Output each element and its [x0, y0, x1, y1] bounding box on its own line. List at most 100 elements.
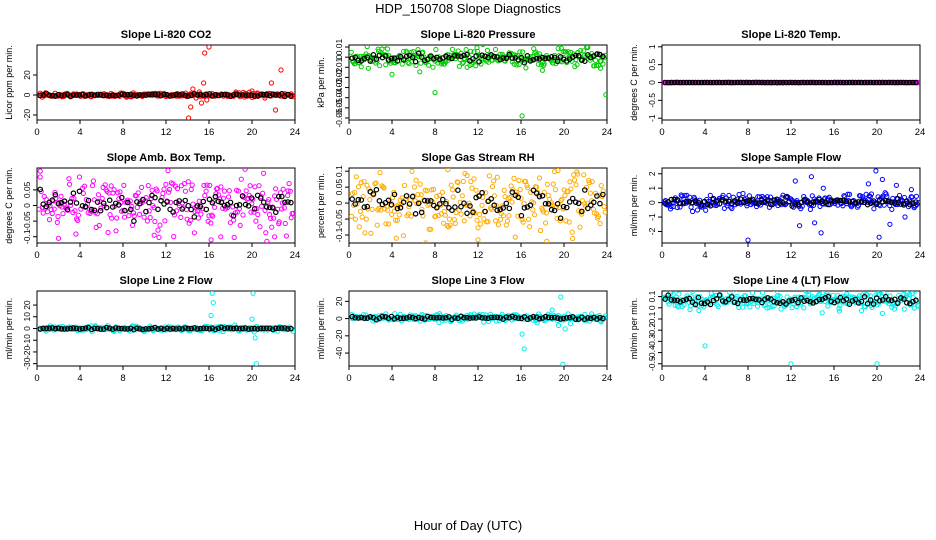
- y-axis-label: ml/min per min.: [629, 298, 639, 360]
- outlier-point: [201, 80, 207, 86]
- mean-point: [418, 209, 425, 216]
- mean-point: [64, 326, 71, 332]
- mean-point: [783, 79, 789, 86]
- data-point: [876, 202, 882, 208]
- data-point: [469, 185, 475, 191]
- data-point: [433, 213, 439, 219]
- data-point: [260, 190, 266, 196]
- outlier-point: [808, 174, 815, 180]
- mean-point: [897, 79, 904, 86]
- data-point: [89, 183, 96, 189]
- x-tick-label: 20: [247, 250, 258, 261]
- data-point: [789, 305, 795, 311]
- mean-point: [692, 301, 699, 308]
- y-tick-label: -0.5: [647, 93, 657, 108]
- mean-point: [910, 200, 916, 206]
- mean-point: [179, 206, 186, 212]
- mean-point: [46, 325, 53, 332]
- mean-point: [674, 196, 681, 203]
- mean-point: [272, 325, 279, 332]
- y-axis-label: percent per min.: [316, 173, 326, 238]
- mean-point: [82, 203, 89, 210]
- data-point: [483, 190, 489, 196]
- mean-point: [257, 91, 264, 98]
- data-point: [266, 197, 272, 203]
- data-point: [364, 45, 370, 50]
- data-point: [846, 191, 853, 197]
- mean-point: [677, 79, 684, 86]
- data-point: [247, 183, 253, 189]
- mean-point: [786, 79, 792, 86]
- data-point: [468, 179, 474, 185]
- data-point: [527, 224, 533, 230]
- data-point: [442, 212, 448, 218]
- data-point: [220, 195, 226, 201]
- y-axis-label: kPa per min.: [316, 57, 326, 108]
- data-point: [374, 222, 380, 228]
- plot-frame: [36, 44, 296, 121]
- data-point: [163, 181, 169, 187]
- mean-point: [394, 314, 401, 321]
- outlier-point: [874, 361, 880, 366]
- data-point: [438, 202, 444, 208]
- mean-point: [269, 91, 276, 98]
- panel-5: Slope Gas Stream RH 0 4 8 12 16 20 24 -0.1-0.05 0…: [316, 152, 612, 261]
- data-point: [154, 188, 160, 194]
- data-point: [778, 306, 784, 312]
- mean-point: [394, 205, 401, 212]
- mean-point: [674, 79, 681, 86]
- data-point: [474, 217, 480, 223]
- mean-point: [518, 212, 525, 219]
- mean-point: [491, 202, 498, 209]
- mean-point: [109, 92, 116, 99]
- mean-point: [485, 54, 491, 61]
- outlier-point: [893, 182, 900, 188]
- data-point: [391, 208, 397, 214]
- y-tick-label: -0.02: [334, 67, 344, 87]
- data-point: [147, 215, 153, 221]
- data-point: [75, 217, 81, 223]
- mean-point: [197, 91, 204, 98]
- x-tick-label: 16: [516, 250, 527, 261]
- data-point: [478, 221, 484, 227]
- data-point: [361, 179, 367, 185]
- mean-point: [397, 53, 404, 60]
- mean-point: [188, 206, 195, 213]
- data-point: [212, 204, 218, 210]
- mean-point: [79, 203, 86, 209]
- data-point: [126, 213, 132, 219]
- mean-point: [406, 201, 413, 207]
- data-point: [389, 211, 395, 217]
- mean-point: [412, 58, 419, 65]
- data-point: [269, 224, 275, 230]
- mean-point: [855, 199, 862, 205]
- mean-point: [734, 79, 741, 86]
- outlier-point: [272, 234, 278, 240]
- mean-point: [260, 91, 267, 98]
- data-point: [271, 215, 277, 221]
- mean-point: [719, 196, 726, 203]
- x-tick-label: 12: [786, 127, 797, 138]
- mean-point: [668, 79, 675, 86]
- data-point: [464, 172, 470, 179]
- mean-point: [449, 55, 455, 62]
- mean-point: [257, 195, 264, 201]
- data-point: [178, 214, 184, 220]
- data-point: [491, 193, 497, 199]
- mean-point: [55, 91, 62, 98]
- data-point: [480, 45, 486, 48]
- mean-point: [470, 55, 476, 62]
- mean-point: [536, 315, 543, 322]
- data-point: [156, 234, 162, 240]
- mean-point: [551, 54, 558, 61]
- mean-point: [158, 325, 164, 332]
- y-tick-label: 0.05: [22, 181, 32, 198]
- mean-point: [810, 79, 817, 86]
- outlier-point: [249, 316, 255, 322]
- data-point: [589, 179, 595, 185]
- data-point: [732, 291, 738, 293]
- mean-point: [218, 199, 225, 206]
- x-tick-label: 4: [702, 127, 707, 138]
- data-point: [248, 209, 254, 215]
- x-tick-label: 0: [34, 250, 39, 261]
